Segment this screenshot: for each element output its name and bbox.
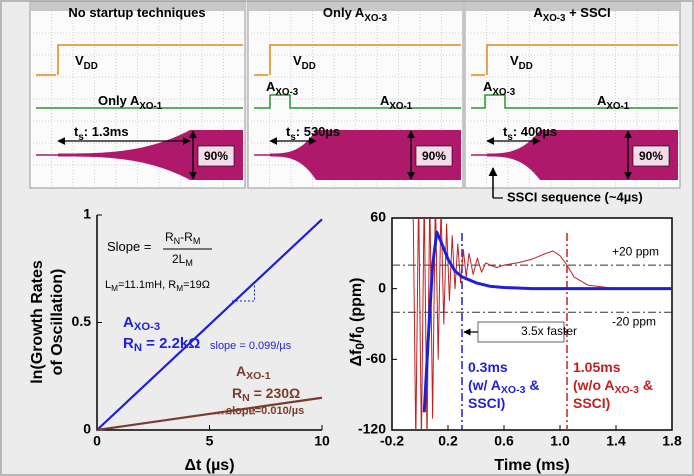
text-part: XO-3 [275, 87, 298, 98]
x-tick-label: 1.8 [662, 433, 682, 449]
x-tick-label: 1.0 [550, 433, 570, 449]
text-part: A [236, 363, 246, 379]
text-part: V [293, 53, 302, 68]
text-part: 0.3ms [468, 359, 508, 375]
y-axis-label: ln(Growth Rates [29, 260, 46, 384]
text-part: SSCI) [573, 395, 610, 411]
threshold-label: +20 ppm [612, 244, 659, 258]
text-part: = 230Ω [250, 385, 301, 401]
x-axis-label: Time (ms) [494, 457, 569, 474]
y-tick-label: 0 [378, 279, 386, 295]
text-part: (w/o A [573, 377, 614, 393]
text-part: + SSCI [565, 5, 610, 20]
x-tick-label: 10 [314, 433, 330, 449]
text-part: XO-1 [246, 370, 271, 382]
text-part: DD [84, 61, 98, 72]
figure: No startup techniquesVDDOnly AXO-1ts: 1.… [0, 0, 694, 476]
text-part: slope = 0.099/µs [210, 340, 292, 352]
x-tick-label: 0 [93, 433, 101, 449]
text-part: Only A [323, 5, 365, 20]
y-tick-label: 0.5 [72, 313, 92, 329]
x-tick-label: 5 [206, 433, 214, 449]
text-part: = 2.2kΩ [142, 335, 200, 352]
percent-label: 90% [204, 149, 228, 163]
percent-label: 90% [422, 149, 446, 163]
time-marker-label: 0.3ms [468, 359, 508, 375]
text-part: =11.1mH, R [118, 279, 176, 291]
y-axis-label: of Oscillation) [49, 269, 66, 376]
annotation: Slope = [107, 239, 151, 254]
time-marker-label: SSCI) [468, 395, 505, 411]
text-part: 3.5x faster [521, 324, 577, 338]
text-part: XO-3 [134, 321, 160, 333]
text-part: DD [302, 61, 316, 72]
text-part: R [165, 230, 174, 244]
text-part: -R [180, 230, 193, 244]
y-tick-label: 0 [83, 421, 91, 437]
text-part: N [134, 342, 142, 354]
text-part: : 1.3ms [84, 124, 129, 139]
text-part: 1.05ms [573, 359, 621, 375]
y-tick-label: 60 [370, 209, 386, 225]
text-part: XO-3 [492, 87, 515, 98]
threshold-label: -20 ppm [612, 314, 656, 328]
text-part: XO-3 [543, 13, 566, 24]
text-part: : 400µs [513, 124, 557, 139]
text-part: Slope = [107, 239, 151, 254]
text-part: 2L [172, 252, 186, 266]
annotation: slope = 0.099/µs [210, 340, 292, 352]
y-tick-label: -60 [366, 350, 386, 366]
text-part: V [75, 53, 84, 68]
text-part: XO-1 [606, 101, 629, 112]
text-part: XO-3 [364, 13, 387, 24]
scope-title: No startup techniques [68, 5, 205, 20]
text-part: SSCI) [468, 395, 505, 411]
text-part: DD [519, 61, 533, 72]
text-part: XO-3 [614, 384, 639, 396]
text-part: No startup techniques [68, 5, 205, 20]
text-part: XO-1 [389, 101, 412, 112]
text-part: R [232, 385, 242, 401]
text-part: R [123, 335, 134, 352]
x-axis-label: Δt (µs) [184, 457, 234, 474]
text-part: Only A [98, 93, 140, 108]
text-part: =19Ω [183, 279, 210, 291]
text-part: & [525, 377, 539, 393]
percent-label: 90% [639, 149, 663, 163]
text-part: (w/ A [468, 377, 501, 393]
time-marker-label: SSCI) [573, 395, 610, 411]
time-marker-label: 1.05ms [573, 359, 621, 375]
text-part: M [193, 236, 201, 246]
text-part: XO-1 [139, 101, 162, 112]
x-tick-label: 1.4 [606, 433, 626, 449]
text-part: Δf [348, 349, 365, 367]
text-part: A [123, 314, 134, 331]
y-axis-label: Δf0/f0 (ppm) [348, 278, 367, 367]
ssci-note: SSCI sequence (~4µs) [507, 189, 643, 204]
text-part: & [639, 377, 653, 393]
y-tick-label: -120 [358, 421, 386, 437]
x-tick-label: 0.2 [438, 433, 458, 449]
annotation: 3.5x faster [521, 324, 577, 338]
x-tick-label: 0.6 [494, 433, 514, 449]
text-part: (ppm) [348, 278, 365, 327]
y-tick-label: 1 [83, 206, 91, 222]
text-part: : 530µs [296, 124, 340, 139]
text-part: N [242, 392, 250, 404]
text-part: V [510, 53, 519, 68]
text-part: M [185, 258, 193, 268]
